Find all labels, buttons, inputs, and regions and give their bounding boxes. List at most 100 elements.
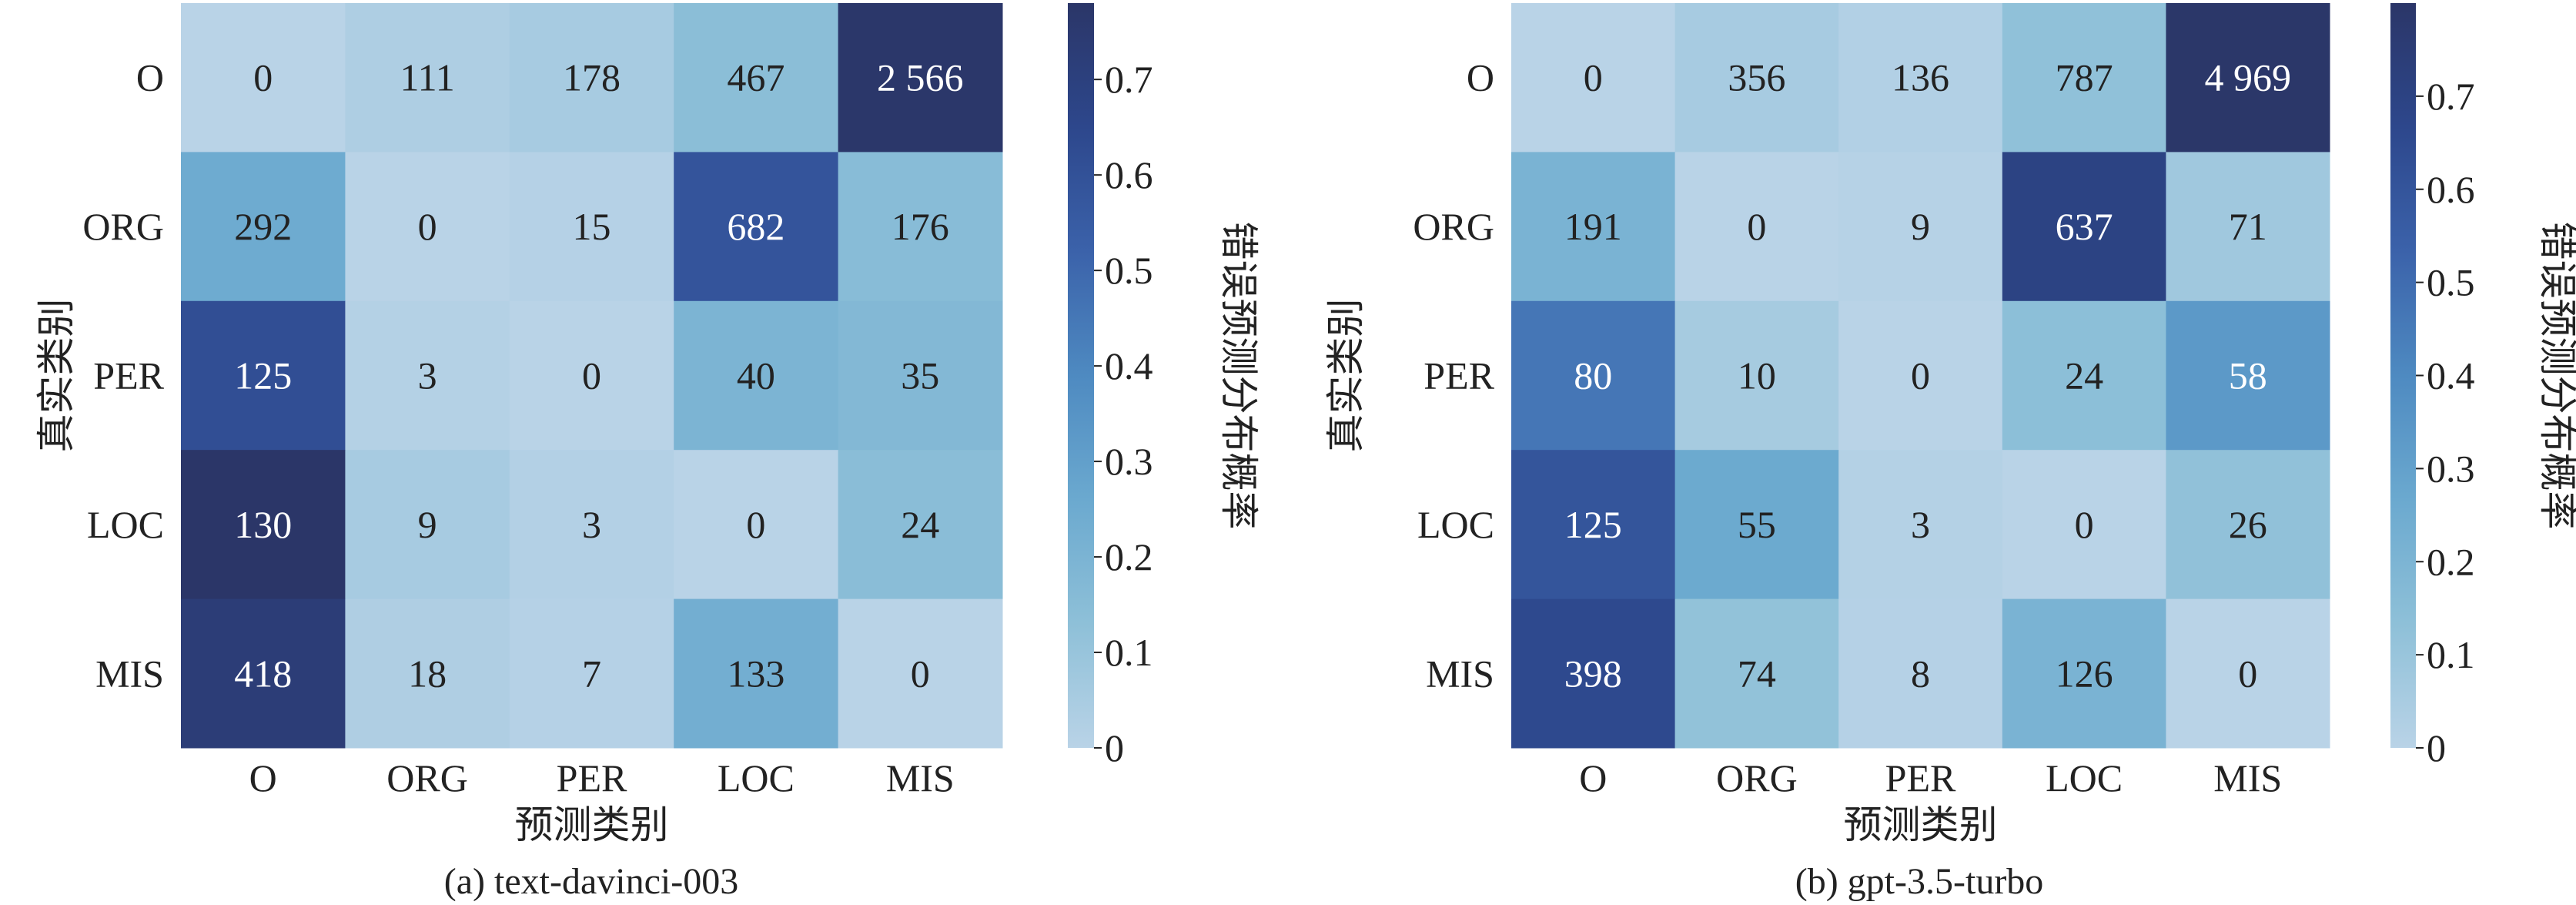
cell-value-label: 0	[1747, 205, 1766, 248]
cell-value-label: 3	[1911, 503, 1930, 546]
cell-value-label: 7	[582, 652, 601, 695]
cell-value-label: 0	[2075, 503, 2094, 546]
colorbar-tick-label: 0.5	[2427, 261, 2475, 304]
cell-value-label: 125	[234, 354, 292, 397]
colorbar-label: 错误预测分布概率	[2536, 222, 2576, 530]
cell-value-label: 292	[234, 205, 292, 248]
cell-value-label: 467	[727, 56, 785, 99]
heatmap-cell	[1838, 3, 2003, 153]
heatmap-cell	[1511, 300, 1676, 451]
y-tick-label: MIS	[1426, 652, 1494, 695]
cell-value-label: 125	[1564, 503, 1622, 546]
heatmap-cell	[1674, 300, 1839, 451]
heatmap-cell	[1511, 450, 1676, 600]
y-tick-label: ORG	[1413, 205, 1494, 248]
heatmap-cell	[674, 152, 839, 302]
colorbar-tick-label: 0.3	[2427, 447, 2475, 490]
cell-value-label: 682	[727, 205, 785, 248]
x-tick-label: O	[249, 756, 277, 799]
heatmap-cell	[838, 450, 1003, 600]
heatmap-cell	[181, 450, 346, 600]
colorbar-tick-label: 0.1	[1105, 631, 1153, 674]
cell-value-label: 24	[901, 503, 939, 546]
heatmap-cell	[1511, 3, 1676, 153]
heatmap-cell	[509, 450, 674, 600]
heatmap-cell	[345, 598, 510, 749]
heatmap-cell	[345, 300, 510, 451]
y-tick-label: O	[136, 56, 164, 99]
colorbar-tick-label: 0	[2427, 726, 2446, 769]
cell-value-label: 130	[234, 503, 292, 546]
y-tick-label: PER	[1423, 354, 1494, 397]
heatmap-cell	[181, 3, 346, 153]
cell-value-label: 24	[2065, 354, 2103, 397]
cell-value-label: 178	[563, 56, 621, 99]
heatmap-cell	[838, 152, 1003, 302]
colorbar-tick-label: 0.6	[1105, 153, 1153, 196]
cell-value-label: 10	[1738, 354, 1776, 397]
cell-value-label: 80	[1574, 354, 1612, 397]
cell-value-label: 18	[408, 652, 447, 695]
heatmap-cell	[2166, 3, 2330, 153]
cell-value-label: 40	[737, 354, 775, 397]
cell-value-label: 0	[418, 205, 437, 248]
heatmap-cell	[181, 152, 346, 302]
heatmap-cell	[1674, 3, 1839, 153]
y-tick-label: PER	[93, 354, 164, 397]
x-tick-label: LOC	[718, 756, 795, 799]
heatmap-cell	[345, 152, 510, 302]
cell-value-label: 0	[1911, 354, 1930, 397]
x-tick-label: ORG	[386, 756, 468, 799]
x-tick-label: ORG	[1716, 756, 1798, 799]
heatmap-cell	[2002, 300, 2166, 451]
x-axis-label: 预测类别	[515, 803, 669, 846]
cell-value-label: 418	[234, 652, 292, 695]
cell-value-label: 176	[892, 205, 949, 248]
x-tick-label: O	[1579, 756, 1607, 799]
cell-value-label: 3	[582, 503, 601, 546]
y-axis-label: 真实类别	[1324, 299, 1367, 453]
cell-value-label: 787	[2056, 56, 2113, 99]
x-axis-label: 预测类别	[1844, 803, 1998, 846]
cell-value-label: 637	[2056, 205, 2113, 248]
heatmap-cell	[1511, 152, 1676, 302]
colorbar-tick-label: 0.4	[2427, 354, 2475, 397]
x-tick-label: MIS	[886, 756, 955, 799]
subfigure-caption: (b) gpt-3.5-turbo	[1795, 861, 2044, 902]
y-tick-label: MIS	[95, 652, 164, 695]
heatmap-cell	[2166, 598, 2330, 749]
y-axis-label: 真实类别	[35, 299, 78, 453]
heatmap-cell	[838, 3, 1003, 153]
cell-value-label: 0	[253, 56, 273, 99]
cell-value-label: 3	[418, 354, 437, 397]
heatmap-cell	[509, 598, 674, 749]
cell-value-label: 35	[901, 354, 939, 397]
cell-value-label: 0	[911, 652, 930, 695]
cell-value-label: 2 566	[877, 56, 964, 99]
cell-value-label: 356	[1728, 56, 1785, 99]
cell-value-label: 9	[418, 503, 437, 546]
colorbar-tick-label: 0.3	[1105, 440, 1153, 483]
y-tick-label: LOC	[1417, 503, 1494, 546]
heatmap-cell	[674, 598, 839, 749]
heatmap-cell	[181, 598, 346, 749]
colorbar	[1068, 3, 1094, 748]
cell-value-label: 0	[582, 354, 601, 397]
heatmap-cell	[345, 450, 510, 600]
x-tick-label: MIS	[2213, 756, 2282, 799]
x-tick-label: PER	[1885, 756, 1956, 799]
cell-value-label: 111	[400, 56, 454, 99]
colorbar-tick-label: 0.7	[2427, 75, 2475, 118]
heatmap-cell	[838, 300, 1003, 451]
heatmap-cell	[1674, 152, 1839, 302]
cell-value-label: 15	[573, 205, 611, 248]
cell-value-label: 74	[1738, 652, 1776, 695]
colorbar-tick-label: 0.1	[2427, 633, 2475, 676]
heatmap-cell	[345, 3, 510, 153]
cell-value-label: 8	[1911, 652, 1930, 695]
heatmap-cell	[509, 300, 674, 451]
colorbar-tick-label: 0.4	[1105, 344, 1153, 387]
heatmap-cell	[674, 300, 839, 451]
y-tick-label: ORG	[82, 205, 164, 248]
